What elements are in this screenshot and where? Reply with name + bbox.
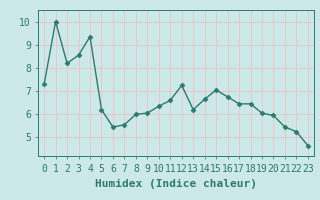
- X-axis label: Humidex (Indice chaleur): Humidex (Indice chaleur): [95, 179, 257, 189]
